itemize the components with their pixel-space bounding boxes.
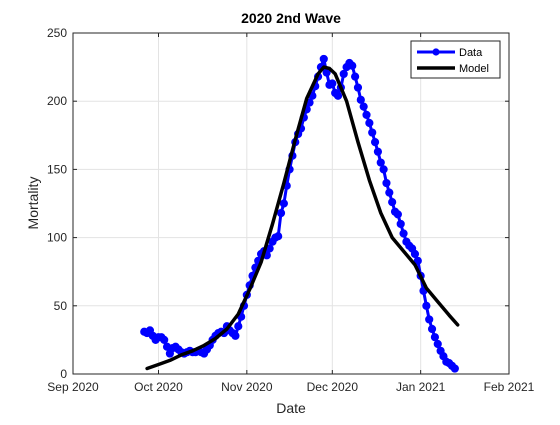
data-data-point [388, 198, 397, 207]
x-tick-label: Nov 2020 [221, 380, 273, 394]
data-data-point [373, 147, 383, 156]
y-tick-label: 200 [47, 94, 67, 108]
data-data-point [413, 256, 422, 265]
data-data-point [425, 315, 434, 324]
data-data-point [328, 79, 337, 88]
data-data-point [376, 158, 385, 167]
data-data-point [160, 335, 169, 344]
data-data-point [450, 364, 459, 373]
data-data-point [430, 333, 440, 342]
data-data-point [422, 301, 431, 310]
data-data-point [396, 219, 405, 229]
data-data-point [427, 324, 437, 334]
data-data-point [339, 69, 348, 79]
axis-ticks: Sep 2020 Oct 2020 Nov 2020 Dec 2020 Jan 2021… [47, 26, 535, 394]
data-data-point [379, 165, 388, 174]
data-data-point [351, 72, 360, 81]
data-legend-marker [432, 48, 440, 56]
series-layer [140, 54, 460, 373]
y-tick-label: 250 [47, 26, 67, 40]
data-data-point [274, 232, 283, 241]
y-tick-label: 150 [47, 162, 67, 176]
data-data-point [433, 339, 442, 349]
legend: Data Model [410, 40, 501, 79]
data-data-point [279, 199, 288, 208]
x-tick-label: Dec 2020 [307, 380, 359, 394]
data-data-point [356, 95, 365, 104]
data-data-point [365, 118, 374, 128]
y-axis-label: Mortality [25, 177, 41, 230]
x-tick-label: Feb 2021 [484, 380, 535, 394]
data-data-point [410, 249, 420, 259]
model-series-line [145, 65, 460, 371]
data-data-point [385, 188, 394, 197]
y-tick-label: 50 [54, 299, 68, 313]
data-data-point [231, 331, 240, 340]
data-data-point [319, 54, 328, 64]
data-data-point [362, 110, 371, 119]
axes-frame [72, 32, 510, 375]
data-legend-label: Data [459, 47, 483, 59]
data-data-point [368, 128, 377, 137]
data-data-point [353, 83, 363, 92]
y-tick-label: 0 [60, 367, 67, 381]
data-data-point [359, 102, 368, 111]
x-axis-label: Date [276, 400, 306, 416]
data-data-point [234, 322, 243, 331]
data-data-point [393, 210, 402, 219]
x-tick-label: Sep 2020 [47, 380, 99, 394]
data-data-point [348, 61, 357, 70]
data-data-point [382, 178, 391, 188]
data-data-point [370, 138, 380, 147]
data-data-point [276, 208, 286, 218]
data-data-point [399, 229, 408, 238]
legend-box [410, 40, 501, 79]
chart-title: 2020 2nd Wave [241, 10, 341, 26]
model-legend-label: Model [459, 63, 489, 75]
y-tick-label: 100 [47, 231, 67, 245]
x-tick-label: Jan 2021 [396, 380, 446, 394]
x-tick-label: Oct 2020 [134, 380, 183, 394]
data-data-point [333, 91, 343, 100]
